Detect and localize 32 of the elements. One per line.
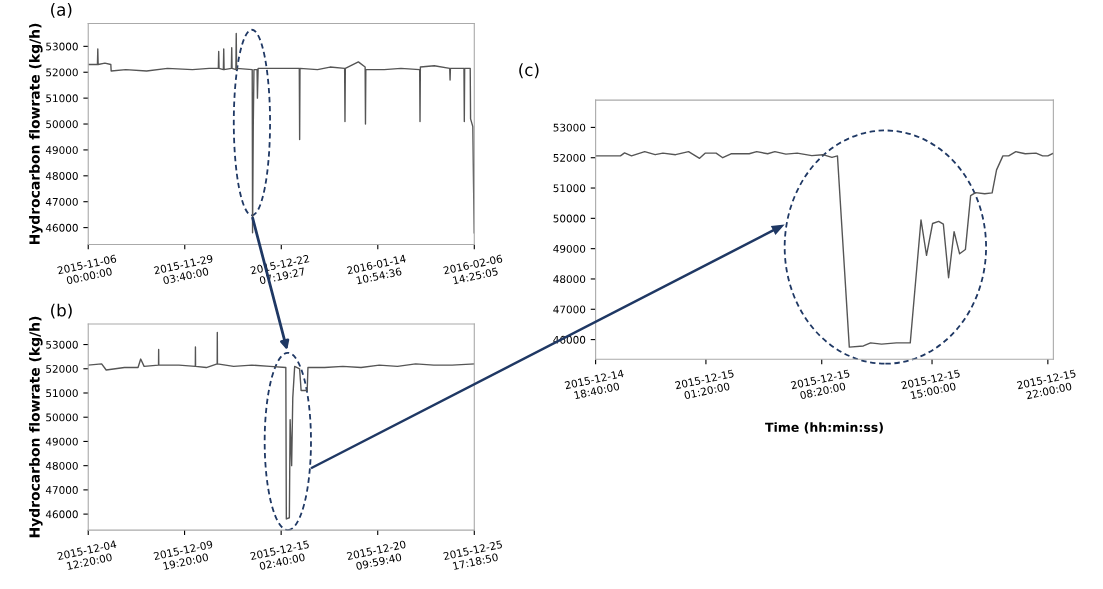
y-tick-label: 51000 (46, 389, 78, 398)
y-tick-label: 51000 (46, 94, 78, 103)
y-tick-label: 53000 (46, 42, 78, 51)
y-tick-label: 53000 (553, 123, 586, 132)
y-tick-label: 47000 (45, 486, 78, 494)
y-tick-label: 49000 (45, 437, 78, 446)
line-series (595, 150, 1054, 348)
y-tick-label: 46000 (45, 223, 78, 232)
chart-title: (a) (51, 3, 72, 18)
y-tick-label: 50000 (553, 214, 586, 223)
y-tick-label: 48000 (45, 172, 78, 180)
y-tick-label: 52000 (553, 153, 586, 162)
y-tick-label: 48000 (553, 275, 586, 284)
y-tick-label: 48000 (45, 461, 78, 470)
chart-title: (c) (519, 63, 539, 79)
line-series (88, 331, 475, 520)
y-tick-label: 50000 (46, 120, 78, 129)
y-tick-label: 51000 (553, 184, 586, 193)
y-tick-label: 53000 (46, 340, 78, 349)
y-tick-label: 47000 (553, 305, 586, 314)
x-axis-title: Time (hh:min:ss) (765, 422, 883, 434)
y-axis-title: Hydrocarbon flowrate (kg/h) (29, 316, 43, 538)
y-axis-title: Hydrocarbon flowrate (kg/h) (29, 23, 43, 245)
y-tick-label: 49000 (553, 244, 586, 253)
line-series (88, 32, 475, 234)
y-tick-label: 50000 (46, 413, 78, 422)
y-tick-label: 52000 (46, 68, 78, 77)
y-tick-label: 46000 (45, 510, 78, 519)
y-tick-label: 49000 (45, 146, 78, 155)
y-tick-label: 52000 (46, 364, 78, 373)
y-tick-label: 47000 (45, 197, 78, 206)
chart-title: (b) (51, 303, 72, 319)
